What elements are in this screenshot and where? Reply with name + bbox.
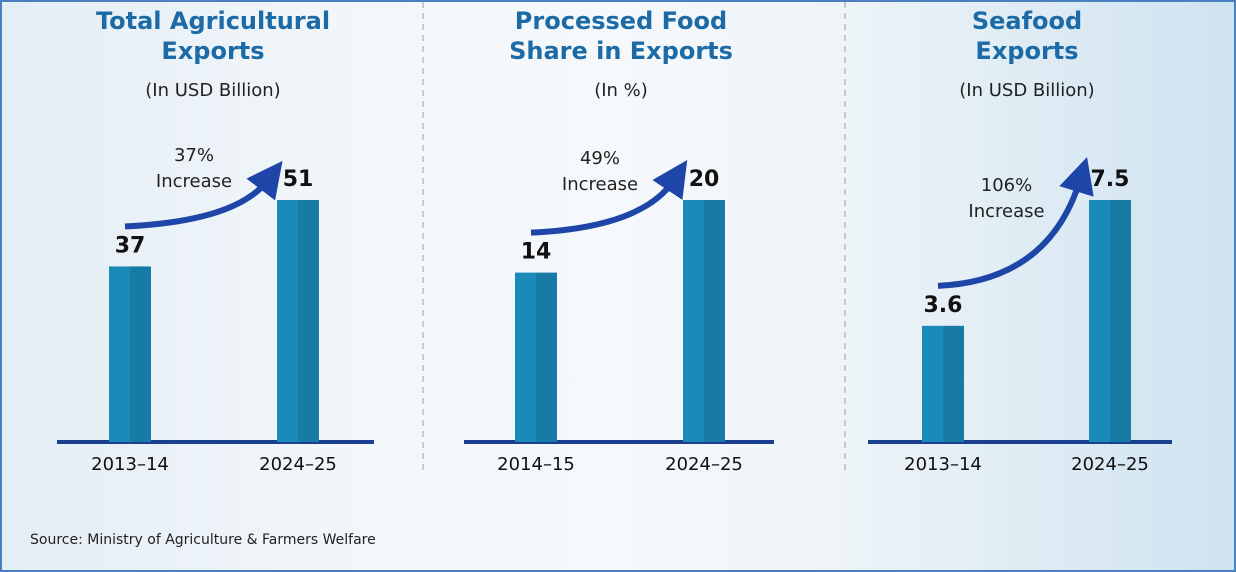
value-label: 20 [689, 167, 720, 192]
panel-subtitle: (In USD Billion) [145, 80, 281, 101]
bar-shade [1110, 200, 1131, 442]
source: Source: Ministry of Agriculture & Farmer… [30, 532, 376, 548]
x-tick-label: 2013–14 [91, 454, 169, 475]
bar-shade [130, 266, 151, 442]
bar [515, 272, 557, 442]
value-label: 3.6 [924, 293, 963, 318]
value-label: 37 [115, 233, 146, 258]
growth-arrow [937, 157, 1094, 289]
growth-arrow [530, 159, 688, 236]
panel-title: Seafood Exports [971, 7, 1083, 65]
annotation: Increase [968, 200, 1045, 222]
bar [922, 325, 964, 442]
bar [109, 266, 151, 442]
bar-shade [704, 200, 725, 442]
annotation: 49% [579, 148, 620, 170]
annotation: Increase [155, 171, 233, 193]
value-label: 7.5 [1091, 167, 1130, 192]
panel-subtitle: (In %) [594, 80, 648, 101]
bar [683, 200, 725, 442]
x-tick-label: 2024–25 [1071, 454, 1149, 475]
panel-title: Processed Food Share in Exports [509, 7, 733, 65]
x-tick-label: 2024–25 [259, 454, 337, 475]
panel-title: Total Agricultural Exports [95, 7, 331, 65]
bar-shade [536, 272, 557, 442]
bar-shade [943, 325, 964, 442]
x-tick-label: 2024–25 [665, 454, 743, 475]
panel-subtitle: (In USD Billion) [959, 80, 1095, 101]
annotation: Increase [561, 174, 639, 196]
annotation: 37% [173, 145, 214, 167]
bar [1089, 200, 1131, 442]
bar [277, 200, 319, 442]
bar-shade [298, 200, 319, 442]
value-label: 51 [283, 167, 314, 192]
annotation: 106% [980, 174, 1033, 196]
growth-arrow [124, 160, 283, 230]
x-tick-label: 2014–15 [497, 454, 575, 475]
x-tick-label: 2013–14 [904, 454, 982, 475]
value-label: 14 [521, 240, 552, 265]
